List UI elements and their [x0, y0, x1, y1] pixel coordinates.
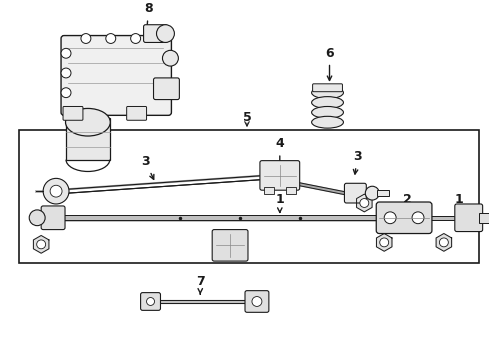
- Text: 2: 2: [403, 193, 412, 210]
- FancyBboxPatch shape: [260, 161, 300, 190]
- FancyBboxPatch shape: [245, 291, 269, 312]
- Circle shape: [61, 88, 71, 98]
- Text: 4: 4: [275, 138, 284, 184]
- Circle shape: [366, 186, 379, 200]
- FancyBboxPatch shape: [144, 25, 168, 42]
- Circle shape: [61, 48, 71, 58]
- Polygon shape: [33, 235, 49, 253]
- Circle shape: [43, 178, 69, 204]
- FancyBboxPatch shape: [127, 107, 147, 120]
- FancyBboxPatch shape: [153, 78, 179, 100]
- Text: 8: 8: [144, 3, 153, 41]
- Ellipse shape: [312, 96, 343, 108]
- Text: 5: 5: [243, 111, 251, 124]
- Ellipse shape: [312, 116, 343, 128]
- Circle shape: [50, 185, 62, 197]
- Circle shape: [61, 68, 71, 78]
- Polygon shape: [158, 300, 255, 303]
- Text: 1: 1: [275, 193, 284, 212]
- Circle shape: [29, 210, 45, 226]
- Circle shape: [412, 212, 424, 224]
- Circle shape: [163, 50, 178, 66]
- Bar: [377, 190, 389, 196]
- Circle shape: [252, 297, 262, 306]
- Circle shape: [81, 33, 91, 44]
- Circle shape: [106, 33, 116, 44]
- Circle shape: [440, 238, 448, 247]
- Text: 1: 1: [454, 193, 463, 210]
- Ellipse shape: [312, 107, 343, 118]
- Circle shape: [147, 298, 154, 305]
- Text: 3: 3: [141, 155, 154, 179]
- Text: 6: 6: [325, 47, 334, 81]
- Ellipse shape: [66, 108, 110, 136]
- Ellipse shape: [312, 87, 343, 99]
- Circle shape: [131, 33, 141, 44]
- Circle shape: [37, 240, 46, 249]
- FancyBboxPatch shape: [63, 107, 83, 120]
- Bar: [66, 118, 110, 159]
- Bar: [19, 130, 479, 263]
- Circle shape: [380, 238, 389, 247]
- FancyBboxPatch shape: [344, 183, 367, 203]
- FancyBboxPatch shape: [376, 202, 432, 234]
- Text: 7: 7: [196, 275, 205, 294]
- FancyBboxPatch shape: [141, 293, 161, 310]
- Polygon shape: [357, 194, 372, 212]
- FancyBboxPatch shape: [41, 206, 65, 230]
- FancyBboxPatch shape: [455, 204, 483, 231]
- Bar: [286, 187, 295, 194]
- FancyBboxPatch shape: [61, 36, 172, 115]
- Circle shape: [156, 25, 174, 42]
- FancyBboxPatch shape: [212, 230, 248, 261]
- Bar: [479, 213, 490, 223]
- FancyBboxPatch shape: [313, 84, 343, 92]
- Polygon shape: [376, 234, 392, 251]
- Circle shape: [360, 199, 369, 207]
- Bar: [264, 187, 274, 194]
- Text: 3: 3: [353, 150, 362, 174]
- Polygon shape: [436, 234, 452, 251]
- Circle shape: [384, 212, 396, 224]
